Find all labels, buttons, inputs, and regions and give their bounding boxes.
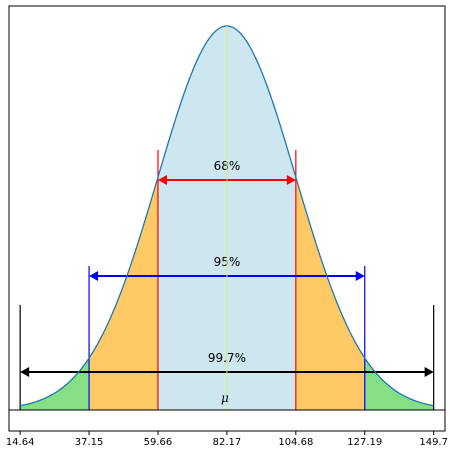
x-tick-label: 14.64 [6,437,35,448]
region-fill-4 [364,358,434,410]
range-arrowhead-right-0 [286,175,296,185]
range-arrowhead-left-0 [157,175,167,185]
x-tick-label: 149.7 [419,437,448,448]
curve-group [20,25,434,410]
range-arrowhead-left-2 [20,367,30,377]
x-axis-ticks: 14.64 37.15 59.66 82.17 104.68 127.19 149.7 [6,431,448,448]
x-tick-label: 127.19 [347,437,382,448]
plot-frame [8,5,446,432]
x-tick-label: 82.17 [213,437,242,448]
range-arrowhead-left-1 [89,271,99,281]
x-tick-label: 37.15 [75,437,104,448]
x-tick-label: 104.68 [278,437,313,448]
region-fill-3 [20,358,90,410]
range-arrowhead-right-2 [424,367,434,377]
mean-label: μ [221,391,229,405]
x-tick-label: 59.66 [144,437,173,448]
range-arrowhead-right-1 [355,271,365,281]
